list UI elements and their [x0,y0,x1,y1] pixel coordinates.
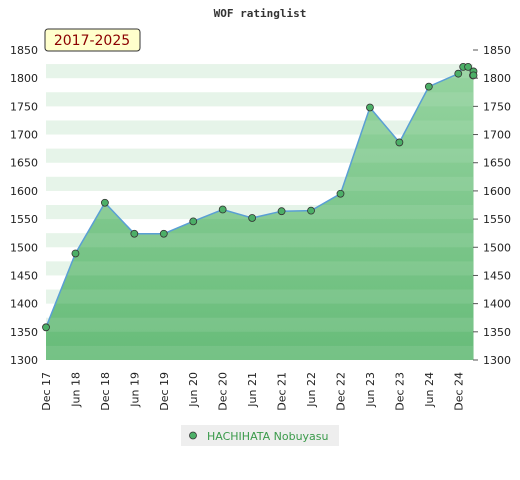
y-tick-label: 1300 [483,354,511,367]
grid-band [46,205,473,220]
y-tick-label: 1350 [483,326,511,339]
x-axis: Dec 17 Jun 18 Dec 18 Jun 19 Dec 19 Jun 20 Dec … [40,372,465,411]
band-light [46,106,473,121]
y-tick-label: 1700 [10,129,38,142]
data-point [307,206,315,215]
legend-marker-icon [189,431,197,440]
x-tick-label: Jun 23 [364,372,377,408]
data-point [130,229,139,238]
grid-band [46,92,473,107]
y-tick-label: 1400 [483,298,511,311]
band-light [46,78,473,93]
y-tick-label: 1600 [483,185,511,198]
y-tick-label: 1550 [483,213,511,226]
y-tick-label: 1750 [483,100,511,113]
y-tick-label: 1500 [483,241,511,254]
x-tick-label: Dec 19 [158,372,171,411]
data-point [42,323,50,332]
x-tick-label: Dec 21 [276,372,289,411]
x-tick-label: Dec 22 [334,372,347,411]
grid-band [46,176,473,191]
x-tick-label: Dec 18 [99,372,112,411]
y-tick-label: 1400 [10,298,38,311]
y-tick-label: 1650 [483,157,511,170]
data-point [189,217,198,226]
data-points [42,63,478,332]
y-tick-label: 1550 [10,213,38,226]
y-axis-left: 1300 1350 1400 1450 1500 1550 1600 1650 1700 1750… [10,44,38,367]
x-tick-label: Jun 18 [69,372,82,408]
y-axis-right: 1300 1350 1400 1450 1500 1550 1600 1650 1700 1750… [473,44,511,367]
y-tick-label: 1700 [483,129,511,142]
data-point [469,71,478,80]
data-point [159,229,168,238]
x-tick-label: Dec 24 [452,372,465,411]
data-point [248,214,257,222]
x-tick-label: Jun 21 [246,372,259,408]
y-tick-label: 1800 [10,72,38,85]
data-point [366,103,374,112]
y-tick-label: 1450 [10,269,38,282]
legend[interactable]: HACHIHATA Nobuyasu [181,425,339,446]
x-tick-label: Jun 24 [423,372,436,408]
data-point [454,69,463,78]
data-point [277,207,286,216]
band-light [46,50,473,65]
y-tick-label: 1750 [10,100,38,113]
y-tick-label: 1300 [10,354,38,367]
legend-box [181,425,339,446]
grid-band [46,64,473,79]
date-range-badge: 2017-2025 [44,28,141,52]
grid-band [46,289,473,304]
x-tick-label: Dec 23 [393,372,406,411]
data-point [71,249,80,258]
data-point [464,63,472,71]
grid-band [46,148,473,163]
band-tint [46,92,473,107]
chart-title: WOF ratinglist [214,7,307,20]
gridlines [46,64,473,360]
y-tick-label: 1450 [483,269,511,282]
y-tick-label: 1600 [10,185,38,198]
data-point [100,198,109,207]
data-point [424,82,433,91]
date-range-label: 2017-2025 [54,33,130,49]
y-tick-label: 1650 [10,157,38,170]
grid-band [46,233,473,248]
data-point [336,189,345,198]
grid-band [46,317,473,332]
x-tick-label: Jun 19 [128,372,141,408]
y-tick-label: 1800 [483,72,511,85]
legend-series-name: HACHIHATA Nobuyasu [207,430,329,443]
x-tick-label: Jun 22 [305,372,318,408]
data-point [218,205,227,214]
band-tint [46,64,473,79]
y-tick-label: 1500 [10,241,38,254]
y-tick-label: 1850 [483,44,511,57]
grid-band [46,345,473,360]
x-tick-label: Dec 20 [217,372,230,411]
x-tick-label: Jun 20 [187,372,200,408]
grid-band [46,120,473,135]
data-point [395,138,404,147]
grid-band [46,261,473,276]
y-tick-label: 1350 [10,326,38,339]
rating-area [46,66,474,361]
y-tick-label: 1850 [10,44,38,57]
x-tick-label: Dec 17 [40,372,53,411]
